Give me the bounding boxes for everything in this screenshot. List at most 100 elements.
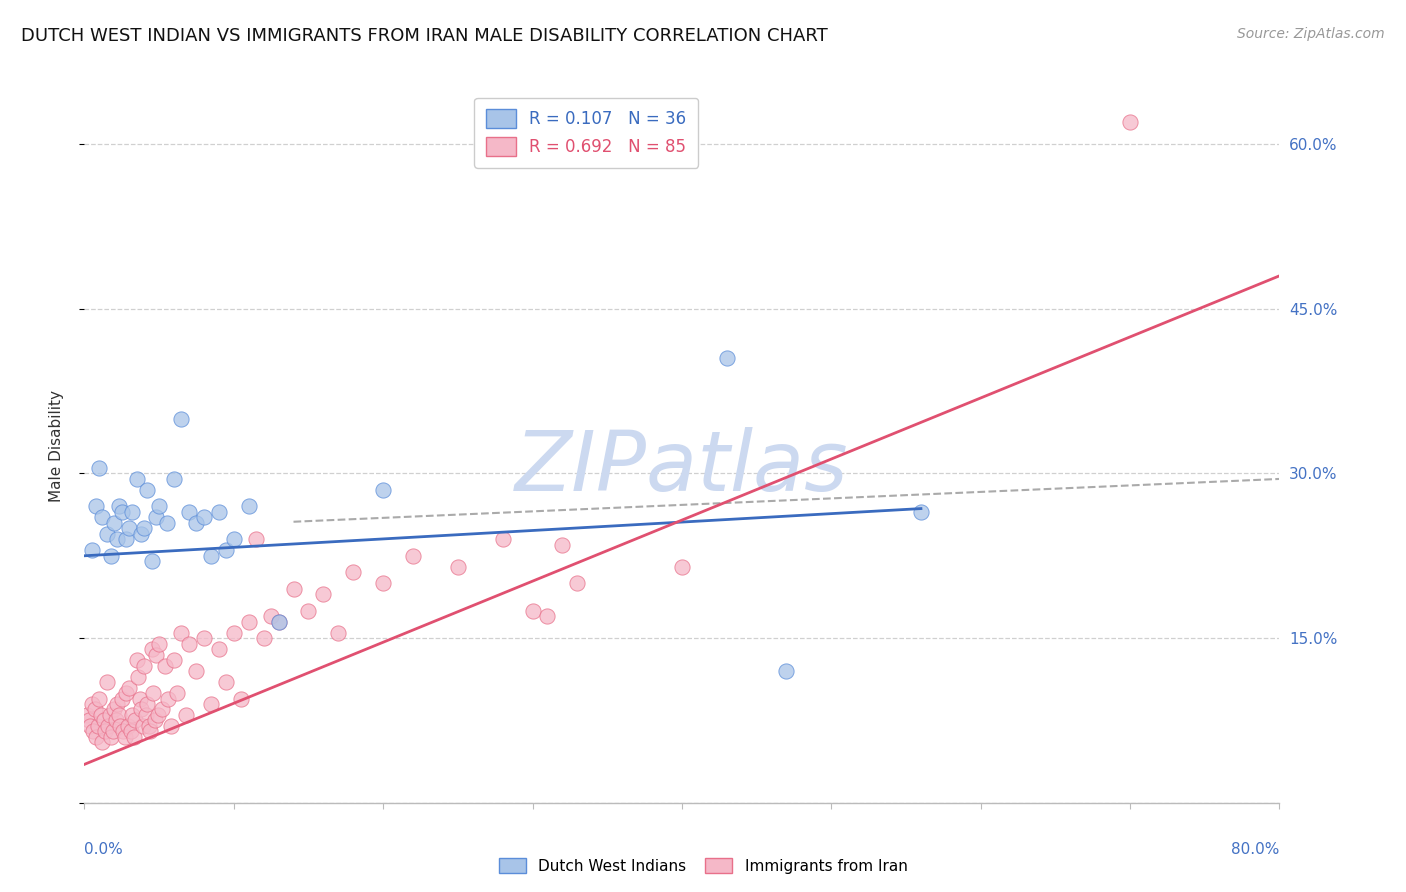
Point: [121, 505, 143, 519]
Point: [91, 735, 114, 749]
Point: [136, 697, 159, 711]
Point: [775, 664, 797, 678]
Point: [77, 714, 100, 728]
Point: [267, 615, 290, 629]
Point: [142, 686, 165, 700]
Point: [115, 686, 138, 700]
Point: [125, 472, 148, 486]
Point: [125, 653, 148, 667]
Point: [132, 521, 156, 535]
Point: [177, 637, 200, 651]
Point: [567, 576, 589, 591]
Point: [536, 609, 558, 624]
Point: [127, 669, 149, 683]
Point: [193, 631, 215, 645]
Legend: Dutch West Indians, Immigrants from Iran: Dutch West Indians, Immigrants from Iran: [492, 852, 914, 880]
Point: [129, 526, 152, 541]
Point: [105, 533, 128, 547]
Point: [135, 708, 157, 723]
Point: [115, 533, 138, 547]
Point: [160, 719, 183, 733]
Point: [89, 461, 111, 475]
Point: [283, 582, 305, 596]
Point: [120, 724, 142, 739]
Text: 80.0%: 80.0%: [1232, 842, 1279, 857]
Point: [245, 533, 267, 547]
Point: [100, 730, 122, 744]
Point: [145, 648, 167, 662]
Point: [80, 697, 103, 711]
Point: [328, 625, 350, 640]
Point: [89, 691, 111, 706]
Point: [260, 609, 283, 624]
Point: [139, 724, 162, 739]
Point: [163, 653, 186, 667]
Point: [146, 708, 169, 723]
Point: [208, 642, 231, 657]
Point: [111, 505, 134, 519]
Point: [215, 675, 238, 690]
Point: [238, 500, 260, 514]
Point: [98, 708, 121, 723]
Point: [492, 533, 515, 547]
Legend: R = 0.107   N = 36, R = 0.692   N = 85: R = 0.107 N = 36, R = 0.692 N = 85: [474, 97, 699, 168]
Point: [129, 702, 152, 716]
Point: [267, 615, 290, 629]
Point: [138, 719, 160, 733]
Point: [222, 533, 245, 547]
Point: [297, 604, 319, 618]
Point: [96, 675, 118, 690]
Point: [101, 724, 124, 739]
Point: [200, 549, 222, 563]
Point: [107, 500, 129, 514]
Point: [174, 708, 197, 723]
Point: [124, 714, 146, 728]
Point: [131, 719, 153, 733]
Point: [118, 521, 141, 535]
Point: [312, 587, 335, 601]
Point: [193, 510, 215, 524]
Point: [208, 505, 231, 519]
Point: [117, 719, 139, 733]
Point: [200, 697, 222, 711]
Text: Source: ZipAtlas.com: Source: ZipAtlas.com: [1237, 27, 1385, 41]
Point: [170, 625, 193, 640]
Point: [186, 664, 208, 678]
Point: [122, 730, 145, 744]
Point: [87, 719, 110, 733]
Point: [150, 702, 173, 716]
Point: [253, 631, 276, 645]
Point: [716, 351, 738, 366]
Text: 0.0%: 0.0%: [84, 842, 124, 857]
Point: [166, 686, 188, 700]
Point: [671, 559, 693, 574]
Point: [910, 505, 932, 519]
Point: [82, 724, 104, 739]
Point: [110, 719, 132, 733]
Point: [86, 500, 108, 514]
Point: [522, 604, 544, 618]
Point: [103, 516, 125, 530]
Point: [447, 559, 470, 574]
Point: [94, 724, 117, 739]
Point: [141, 554, 163, 568]
Point: [76, 708, 98, 723]
Point: [222, 625, 245, 640]
Point: [105, 697, 128, 711]
Point: [128, 691, 150, 706]
Point: [118, 681, 141, 695]
Point: [136, 483, 159, 497]
Point: [148, 500, 170, 514]
Point: [163, 472, 186, 486]
Point: [170, 411, 193, 425]
Point: [402, 549, 425, 563]
Text: DUTCH WEST INDIAN VS IMMIGRANTS FROM IRAN MALE DISABILITY CORRELATION CHART: DUTCH WEST INDIAN VS IMMIGRANTS FROM IRA…: [21, 27, 828, 45]
Point: [215, 543, 238, 558]
Point: [97, 719, 120, 733]
Point: [103, 702, 125, 716]
Point: [83, 702, 105, 716]
Point: [231, 691, 253, 706]
Point: [148, 637, 170, 651]
Point: [238, 615, 260, 629]
Point: [141, 642, 163, 657]
